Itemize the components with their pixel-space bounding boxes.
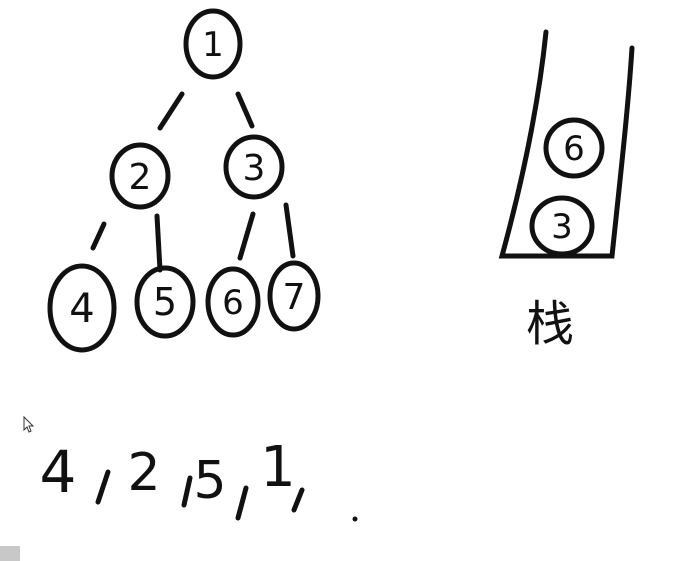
node-3-circle: [223, 134, 285, 200]
node-1-label: 1: [202, 25, 224, 65]
node-7-circle: [267, 260, 321, 332]
node-6-label: 6: [222, 283, 244, 323]
sequence-item-2: 2: [127, 443, 160, 503]
edge-3-6: [237, 211, 256, 261]
edge-1-3: [235, 91, 255, 129]
sequence-item-4: 1: [260, 435, 296, 500]
stack-item-6-label: 6: [563, 129, 585, 169]
edge-2-5: [154, 213, 163, 273]
sequence-item-1: 4: [40, 438, 77, 506]
node-5-circle: [134, 265, 196, 339]
sequence-comma-1: [95, 469, 111, 505]
node-4-circle: [47, 263, 117, 353]
stack-item-3-circle: [529, 195, 595, 257]
node-1-circle: [183, 8, 243, 80]
edge-2-4: [90, 221, 107, 251]
stack-container: [498, 29, 635, 259]
node-7-label: 7: [283, 277, 306, 318]
taskbar-fragment: [0, 546, 20, 561]
edge-1-2: [157, 91, 185, 131]
node-5-label: 5: [153, 280, 177, 324]
cursor-icon: [23, 415, 35, 433]
stack-item-6-circle: [543, 117, 605, 179]
sequence-comma-4: [291, 487, 305, 513]
stray-dot: [352, 516, 358, 522]
node-4-label: 4: [69, 286, 94, 332]
node-2-circle: [109, 142, 171, 210]
sequence-comma-3: [235, 485, 249, 521]
node-3-label: 3: [243, 148, 266, 189]
sequence-item-3: 5: [193, 451, 226, 511]
node-2-label: 2: [129, 157, 152, 198]
stack-label: 栈: [526, 296, 574, 352]
node-6-circle: [205, 266, 261, 338]
sequence-comma-2: [181, 475, 193, 508]
edge-3-7: [283, 202, 296, 259]
stack-item-3-label: 3: [551, 207, 573, 247]
